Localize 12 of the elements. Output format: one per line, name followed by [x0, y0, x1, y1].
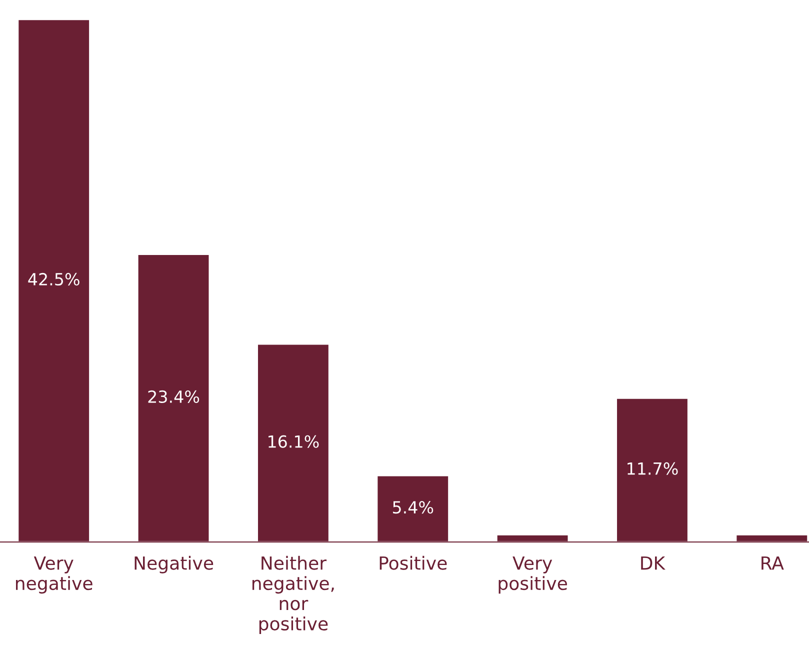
- data-label: 5.4%: [392, 501, 434, 514]
- x-tick-label: RA: [762, 556, 784, 570]
- x-tick-label: Neither negative, nor positive: [252, 556, 334, 634]
- x-tick-label: DK: [641, 556, 666, 570]
- x-tick-label: Positive: [380, 556, 447, 570]
- x-tick-label: Negative: [134, 556, 214, 574]
- data-label: 42.5%: [28, 272, 80, 286]
- data-label: 23.4%: [148, 390, 200, 403]
- data-label: 16.1%: [268, 435, 319, 448]
- x-tick-label: Very positive: [498, 556, 567, 594]
- data-label: 11.7%: [628, 462, 678, 475]
- x-tick-label: Very negative: [16, 556, 92, 594]
